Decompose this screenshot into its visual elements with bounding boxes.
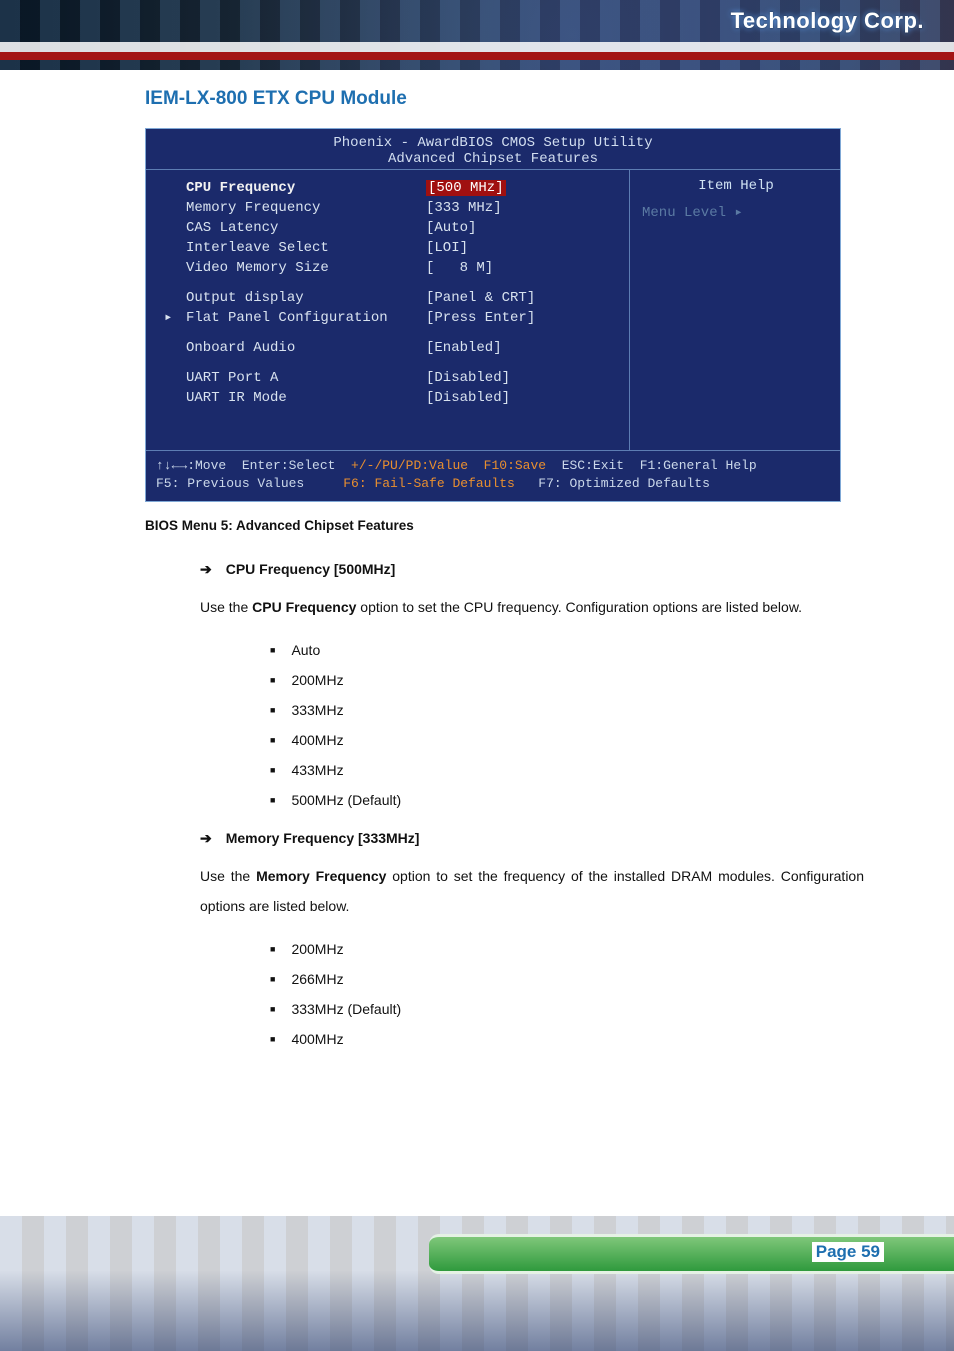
banner-white-strip — [0, 42, 954, 52]
row-pointer-icon — [164, 238, 176, 258]
bios-footer-l1c: ESC:Exit F1:General Help — [562, 458, 757, 473]
bios-help-panel: Item Help Menu Level ▸ — [630, 170, 840, 450]
section-heading: Memory Frequency [333MHz] — [200, 830, 864, 847]
section-paragraph: Use the CPU Frequency option to set the … — [200, 592, 864, 622]
bios-footer-l1a: ↑↓←→:Move Enter:Select — [156, 458, 351, 473]
bios-setting-row: UART Port A [Disabled] — [164, 368, 619, 388]
list-item: 400MHz — [270, 726, 864, 756]
bios-setting-label: Onboard Audio — [186, 338, 416, 358]
bios-setting-label: Interleave Select — [186, 238, 416, 258]
bios-settings-panel: CPU Frequency [500 MHz] Memory Frequency [… — [146, 170, 630, 450]
bullets-list: Auto200MHz333MHz400MHz433MHz500MHz (Defa… — [270, 636, 864, 816]
figure-caption: BIOS Menu 5: Advanced Chipset Features — [145, 518, 954, 533]
doc-section: Memory Frequency [333MHz] Use the Memory … — [200, 830, 864, 1055]
bios-setting-value: [Panel & CRT] — [426, 288, 535, 308]
section-heading: CPU Frequency [500MHz] — [200, 561, 864, 578]
bios-setting-row: Interleave Select [LOI] — [164, 238, 619, 258]
bios-setting-row: CPU Frequency [500 MHz] — [164, 178, 619, 198]
list-item: Auto — [270, 636, 864, 666]
row-pointer-icon — [164, 288, 176, 308]
bios-title-line2: Advanced Chipset Features — [150, 151, 836, 167]
bios-setting-row: Onboard Audio [Enabled] — [164, 338, 619, 358]
bios-setting-value: [500 MHz] — [426, 178, 506, 198]
bios-footer-l2b: F6: Fail-Safe Defaults — [343, 476, 538, 491]
row-pointer-icon — [164, 198, 176, 218]
list-item: 333MHz — [270, 696, 864, 726]
list-item: 200MHz — [270, 935, 864, 965]
bios-setting-value: [LOI] — [426, 238, 468, 258]
bios-setting-row: Output display [Panel & CRT] — [164, 288, 619, 308]
banner-red-strip — [0, 52, 954, 60]
bios-setting-row: Memory Frequency [333 MHz] — [164, 198, 619, 218]
row-pointer-icon — [164, 368, 176, 388]
logo-text: Technology Corp. — [731, 8, 924, 34]
bios-title: Phoenix - AwardBIOS CMOS Setup Utility A… — [146, 129, 840, 169]
bios-setting-label: Output display — [186, 288, 416, 308]
bios-title-line1: Phoenix - AwardBIOS CMOS Setup Utility — [150, 135, 836, 151]
bios-menu-level: Menu Level ▸ — [642, 204, 830, 221]
bios-setting-row: ▸ Flat Panel Configuration [Press Enter] — [164, 308, 619, 328]
bios-setting-label: Video Memory Size — [186, 258, 416, 278]
bios-footer: ↑↓←→:Move Enter:Select +/-/PU/PD:Value F… — [146, 451, 840, 501]
list-item: 433MHz — [270, 756, 864, 786]
row-pointer-icon — [164, 218, 176, 238]
section-paragraph: Use the Memory Frequency option to set t… — [200, 861, 864, 921]
bios-body: CPU Frequency [500 MHz] Memory Frequency [… — [146, 169, 840, 451]
bios-setting-row: CAS Latency [Auto] — [164, 218, 619, 238]
bios-setting-label: UART IR Mode — [186, 388, 416, 408]
footer-banner: Page 59 — [0, 1216, 954, 1351]
row-pointer-icon — [164, 258, 176, 278]
bios-setting-label: CPU Frequency — [186, 178, 416, 198]
bios-setting-label: CAS Latency — [186, 218, 416, 238]
bios-setting-value: [Auto] — [426, 218, 476, 238]
bios-setting-value: [Disabled] — [426, 388, 510, 408]
row-pointer-icon: ▸ — [164, 308, 176, 328]
bios-help-title: Item Help — [642, 178, 830, 194]
bios-setting-value: [Enabled] — [426, 338, 502, 358]
bullets-list: 200MHz266MHz333MHz (Default)400MHz — [270, 935, 864, 1055]
bios-setting-label: Memory Frequency — [186, 198, 416, 218]
list-item: 266MHz — [270, 965, 864, 995]
list-item: 333MHz (Default) — [270, 995, 864, 1025]
bios-footer-l1b: +/-/PU/PD:Value F10:Save — [351, 458, 562, 473]
bios-footer-l2a: F5: Previous Values — [156, 476, 343, 491]
bios-setting-value: [ 8 M] — [426, 258, 493, 278]
bios-setting-value: [Disabled] — [426, 368, 510, 388]
bios-setting-value: [Press Enter] — [426, 308, 535, 328]
row-pointer-icon — [164, 338, 176, 358]
doc-section: CPU Frequency [500MHz] Use the CPU Freque… — [200, 561, 864, 816]
page-number: Page 59 — [812, 1242, 884, 1262]
list-item: 200MHz — [270, 666, 864, 696]
bios-window: Phoenix - AwardBIOS CMOS Setup Utility A… — [145, 128, 841, 502]
list-item: 500MHz (Default) — [270, 786, 864, 816]
row-pointer-icon — [164, 178, 176, 198]
bios-setting-label: Flat Panel Configuration — [186, 308, 416, 328]
bios-setting-label: UART Port A — [186, 368, 416, 388]
bios-setting-row: UART IR Mode [Disabled] — [164, 388, 619, 408]
row-pointer-icon — [164, 388, 176, 408]
bios-setting-value: [333 MHz] — [426, 198, 502, 218]
bios-setting-row: Video Memory Size [ 8 M] — [164, 258, 619, 278]
page-title: IEM-LX-800 ETX CPU Module — [145, 88, 954, 110]
bios-footer-l2c: F7: Optimized Defaults — [538, 476, 710, 491]
header-banner: Technology Corp. — [0, 0, 954, 70]
list-item: 400MHz — [270, 1025, 864, 1055]
bios-screenshot: Phoenix - AwardBIOS CMOS Setup Utility A… — [145, 128, 841, 502]
